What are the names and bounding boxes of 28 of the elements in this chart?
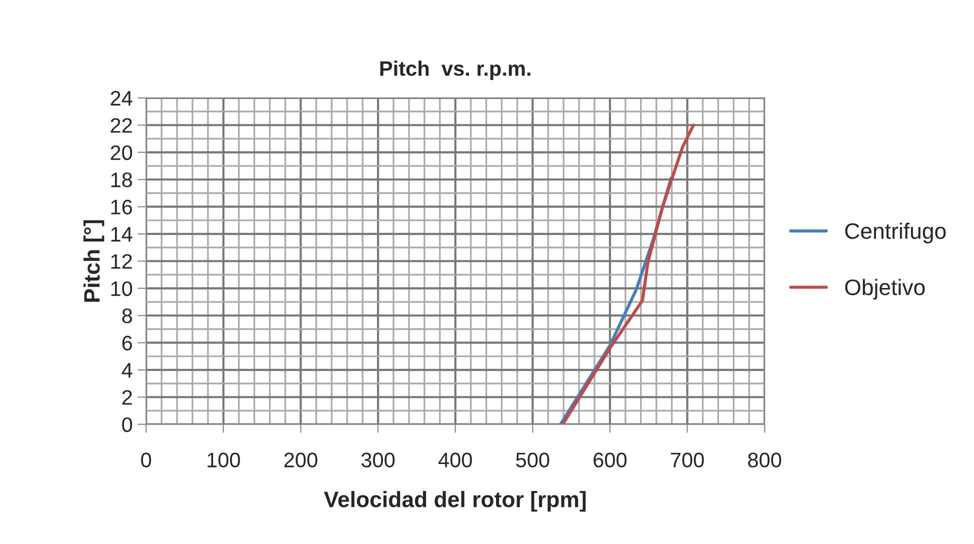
x-tick-label: 200 bbox=[284, 452, 318, 468]
legend-label: Centrifugo bbox=[845, 222, 946, 244]
x-tick-label: 0 bbox=[141, 452, 152, 468]
y-tick-label: 20 bbox=[110, 145, 132, 160]
x-tick-label: 300 bbox=[361, 452, 395, 468]
y-tick-label: 8 bbox=[122, 308, 132, 324]
legend-label: Objetivo bbox=[845, 278, 925, 300]
x-axis-title: Velocidad del rotor [rpm] bbox=[324, 490, 586, 512]
y-tick-label: 14 bbox=[111, 227, 132, 242]
x-tick-label: 400 bbox=[438, 452, 472, 468]
y-tick-label: 18 bbox=[111, 172, 132, 188]
y-tick-label: 10 bbox=[111, 281, 132, 296]
y-tick-label: 12 bbox=[111, 254, 132, 269]
x-tick-label: 100 bbox=[208, 452, 240, 468]
y-axis-title: Pitch [°] bbox=[83, 220, 104, 302]
y-tick-label: 24 bbox=[110, 90, 132, 106]
line-series bbox=[561, 124, 695, 424]
y-tick-label: 22 bbox=[110, 118, 132, 133]
y-tick-label: 16 bbox=[111, 200, 132, 214]
y-tick-label: 6 bbox=[122, 336, 132, 350]
chart-title: Pitch vs. r.p.m. bbox=[380, 60, 530, 80]
y-tick-label: 0 bbox=[122, 417, 132, 432]
y-tick-label: 2 bbox=[122, 390, 132, 405]
y-tick-label: 4 bbox=[122, 363, 132, 378]
x-tick-label: 800 bbox=[748, 452, 782, 468]
x-tick-label: 500 bbox=[516, 452, 550, 468]
x-tick-label: 700 bbox=[670, 452, 704, 468]
x-tick-label: 600 bbox=[594, 452, 627, 468]
